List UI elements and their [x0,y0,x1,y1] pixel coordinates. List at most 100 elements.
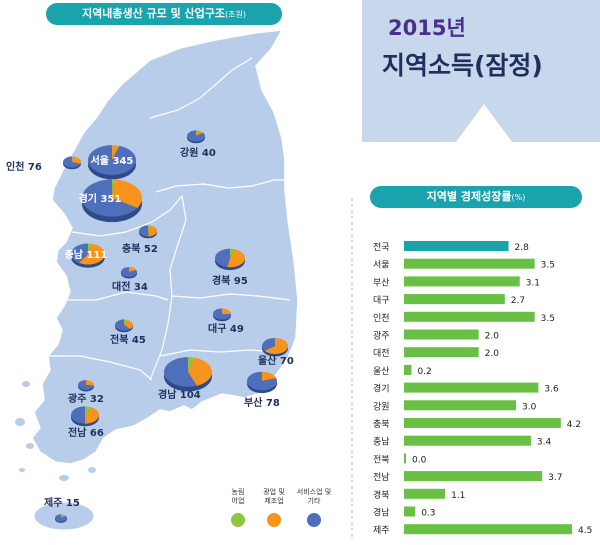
pie-slice [196,130,199,136]
bar-category-label: 경북 [373,489,390,501]
region-label: 경기 351 [79,192,122,205]
region-label: 인천 76 [6,160,42,173]
bar-category-label: 충북 [373,419,390,430]
bar-category-label: 강원 [373,401,390,412]
pie-slice [138,225,149,237]
bar [404,506,416,517]
pie-slice [188,357,194,372]
bar [404,241,509,251]
bar-category-label: 서울 [373,260,390,271]
bar-category-label: 광주 [373,330,390,342]
pie-강원 [187,130,205,144]
bar-category-label: 대전 [373,348,390,359]
region-label: 충북 52 [122,242,158,255]
pie-slice [61,514,65,518]
pie-slice [55,514,68,522]
pie-slice [82,179,138,217]
bar-category-label: 전남 [373,472,390,483]
bar-value-label: 3.6 [544,385,559,395]
region-label: 제주 15 [44,496,80,509]
bar-category-label: 경남 [373,507,390,519]
bar-value-label: 0.0 [412,455,427,465]
pie-slice [85,406,92,415]
bar-value-label: 3.4 [537,438,552,448]
pie-slice [72,156,73,162]
main-title-pill: 지역내총생산 규모 및 산업구조(조원) [46,3,282,25]
pie-전북 [115,319,133,333]
bar-category-label: 충남 [373,437,390,448]
pie-slice [222,308,231,314]
region-label: 울산 70 [258,354,294,367]
pie-slice [230,248,235,258]
pie-slice [78,243,105,265]
pie-slice [112,179,143,208]
bar [404,347,479,358]
growth-title-pill: 지역별 경제성장률(%) [370,186,582,208]
pie-충남 [71,243,105,268]
region-label: 광주 32 [68,393,104,405]
pie-slice [196,130,204,136]
pie-slice [148,225,151,231]
region-label: 부산 78 [244,396,280,409]
mainland-shape [31,29,299,465]
legend-swatch-manufacturing [267,513,281,527]
bar-value-label: 2.0 [485,332,500,342]
bar-value-label: 4.5 [578,526,592,536]
pie-slice [61,514,66,518]
region-label: 경남 104 [158,388,201,401]
legend-label-agriculture: 농림 [232,488,245,496]
growth-title-unit: (%) [511,193,526,202]
bar [404,258,535,269]
pie-slice [124,320,133,330]
pie-울산 [262,337,289,357]
bar-category-label: 경기 [373,383,390,395]
pie-slice [71,406,85,424]
region-label: 충남 111 [65,248,108,261]
pie-제주 [55,514,68,523]
pie-slice [213,308,231,320]
bar [404,382,539,393]
pie-부산 [247,371,277,394]
bar [404,400,516,411]
pie-slice [72,156,81,165]
pie-slice [148,225,157,237]
title-background [362,0,600,142]
bar-value-label: 3.1 [526,278,540,288]
pie-대전 [121,267,137,279]
region-label: 대구 49 [208,322,244,335]
legend-label-services: 서비스업 및 [297,487,331,496]
islands [15,381,96,481]
pie-slice [86,380,94,386]
region-label: 대전 34 [112,280,148,293]
pie-slice [115,319,131,331]
pie-slice [187,130,205,142]
pie-slice [112,179,114,198]
pie-slice [264,337,289,355]
pie-slice [121,267,137,277]
pie-대구 [213,308,231,322]
bar-value-label: 3.5 [541,261,555,271]
bar-value-label: 4.2 [567,420,581,430]
pie-slice [88,145,137,175]
bar [404,453,406,464]
bar-category-label: 전국 [373,242,390,253]
pie-경기 [82,179,143,223]
main-title-unit: (조원) [225,10,247,19]
page-title: 지역소득(잠정) [382,51,543,80]
pie-경남 [164,357,213,392]
region-label: 경북 95 [212,274,248,287]
bar-category-label: 부산 [373,277,390,288]
main-title: 지역내총생산 규모 및 산업구조 [81,7,226,20]
pie-충북 [138,225,157,239]
bar-value-label: 1.1 [451,491,465,501]
bar-value-label: 2.7 [511,296,525,306]
bar-value-label: 3.5 [541,314,555,324]
bar-category-label: 전북 [373,454,390,465]
bar [404,524,572,535]
bar-value-label: 2.0 [485,349,500,359]
bar-value-label: 3.7 [548,473,562,483]
bar-category-label: 제주 [373,525,390,536]
pie-slice [63,156,81,168]
bar-category-label: 울산 [373,366,390,377]
